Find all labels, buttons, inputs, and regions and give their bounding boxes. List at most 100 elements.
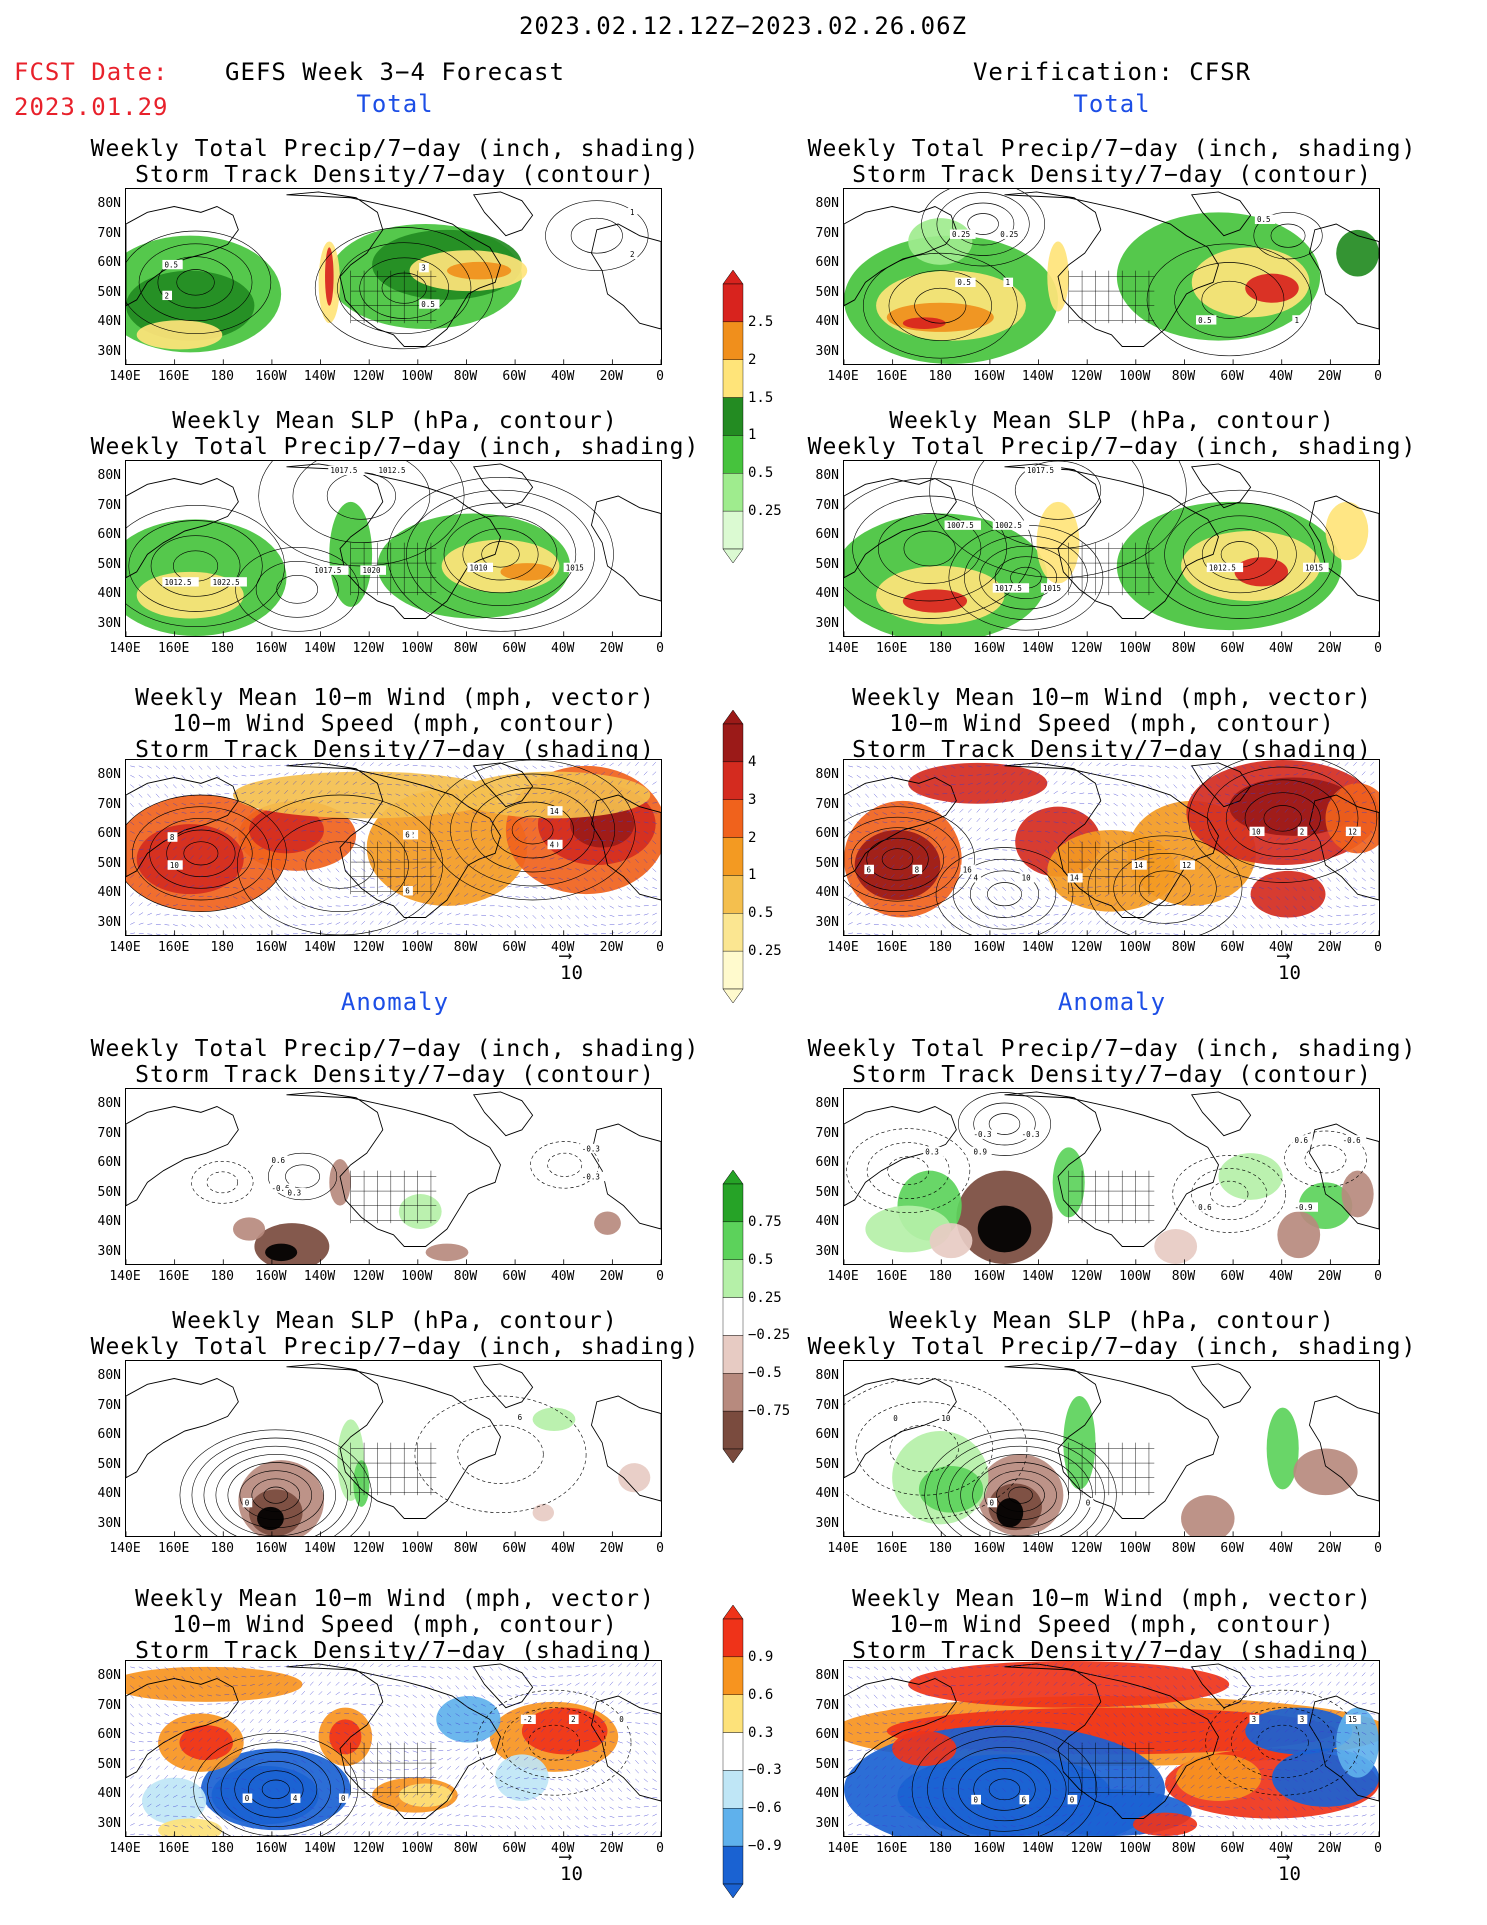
lon-label: 40W [1268, 940, 1293, 955]
lon-label: 140W [303, 369, 336, 384]
lon-label: 120W [1070, 1841, 1102, 1856]
lon-label: 0 [1374, 369, 1382, 384]
lon-label: 140E [109, 1541, 141, 1556]
lon-label: 120W [1070, 1269, 1102, 1284]
contour-label: 2 [568, 1714, 579, 1724]
contour-label: 15 [1345, 1714, 1361, 1724]
contour-label: 6 [403, 830, 413, 840]
colorbar-label: 1 [748, 867, 757, 884]
contour-label: 1015 [563, 562, 590, 572]
lon-label: 60W [1220, 641, 1244, 656]
lon-label: 180 [928, 369, 953, 384]
coastline [590, 1395, 661, 1502]
contour-line [1146, 243, 1312, 357]
contour-line [855, 1401, 994, 1496]
svg-text:1007.5: 1007.5 [947, 521, 974, 530]
colorbar-segment [722, 723, 744, 763]
shading-region [1266, 1407, 1299, 1490]
lat-label: 40N [97, 314, 121, 329]
contour-label: 2 [162, 290, 173, 300]
lon-label: 80W [1171, 641, 1196, 656]
lat-label: 60N [815, 1727, 839, 1742]
coastline [590, 1695, 661, 1802]
lon-label: 60W [1220, 1269, 1244, 1284]
lon-label: 40W [1268, 1541, 1293, 1556]
colorbar-segment [722, 1808, 744, 1847]
lon-label: 140E [827, 641, 859, 656]
lat-label: 40N [815, 586, 839, 601]
contour-line [844, 1378, 1028, 1519]
contour-line [227, 1462, 325, 1529]
lon-label: 20W [1317, 641, 1342, 656]
lon-label: 120W [1070, 1541, 1102, 1556]
lon-label: 160E [875, 1541, 908, 1556]
colorbar-segment [722, 1221, 744, 1260]
contour-line [220, 1751, 331, 1827]
shading-region [1218, 1153, 1283, 1200]
contour-line [359, 257, 450, 319]
lon-label: 20W [599, 1269, 624, 1284]
coastline [286, 1091, 501, 1247]
svg-text:-0.6: -0.6 [272, 1184, 290, 1193]
lon-label: 160W [255, 940, 287, 955]
lat-label: 70N [97, 796, 121, 812]
contour-line [936, 1437, 1105, 1536]
coastline [126, 477, 239, 579]
colorbar-segment [722, 1770, 744, 1809]
svg-text:3: 3 [421, 263, 426, 272]
lon-label: 80W [453, 1841, 478, 1856]
lon-label: 80W [1171, 940, 1196, 955]
lon-label: 120W [1070, 641, 1102, 656]
lat-label: 60N [815, 527, 839, 542]
colorbar-segment [722, 283, 744, 323]
panel-title-line: Storm Track Density/7−day (contour) [852, 1062, 1372, 1088]
svg-text:0: 0 [893, 1414, 898, 1423]
fcst-date-value: 2023.01.29 [14, 93, 169, 121]
contour-line [988, 1778, 1021, 1801]
contour-line [1210, 1180, 1249, 1208]
contour-label: 1012.5 [1206, 562, 1244, 572]
contour-label: -0.6 [1340, 1135, 1367, 1145]
lon-label: 120W [1070, 369, 1102, 384]
lon-label: 140E [827, 369, 859, 384]
svg-text:-0.6: -0.6 [1343, 1135, 1361, 1144]
contour-line [984, 1470, 1057, 1520]
contour-label: 0.9 [971, 1146, 992, 1157]
lat-label: 60N [97, 826, 121, 841]
lon-label: 160E [157, 1269, 190, 1284]
contour-label: 0.5 [1196, 315, 1217, 325]
lat-label: 50N [97, 1456, 121, 1472]
contour-label: -0.3 [579, 1171, 606, 1182]
shading-region [908, 762, 1048, 804]
colorbar-label: −0.5 [748, 1365, 782, 1382]
lon-label: 160E [157, 641, 190, 656]
contour-label: 0 [242, 1497, 253, 1508]
map-f-total-wind: 8642101210146846 [125, 759, 662, 936]
svg-text:4: 4 [293, 1794, 298, 1803]
lat-label: 50N [97, 1184, 121, 1200]
shading-region [425, 1243, 469, 1262]
shading-region [532, 1503, 554, 1522]
lon-label: 0 [656, 940, 664, 955]
lat-label: 80N [815, 1096, 839, 1111]
contour-label: 1015 [1303, 562, 1329, 572]
vector-arrow: ⟶ [560, 1846, 571, 1867]
coastline [472, 463, 534, 509]
coastline [1308, 1395, 1379, 1502]
coastline [590, 794, 661, 901]
colorbar-label: 0.9 [748, 1648, 774, 1665]
contour-label: 0.6 [269, 1155, 290, 1165]
lat-label: 80N [815, 1668, 839, 1683]
lon-label: 20W [1317, 1541, 1342, 1556]
panel-title-line: Weekly Mean SLP (hPa, contour) [889, 1308, 1335, 1334]
panel-title-line: Storm Track Density/7−day (shading) [135, 1638, 655, 1664]
lat-label: 50N [815, 855, 839, 871]
lat-label: 80N [97, 1368, 121, 1383]
lat-label: 80N [97, 767, 121, 782]
colorbar-segment [722, 875, 744, 914]
svg-text:0.6: 0.6 [1294, 1135, 1308, 1144]
panel-title-line: Weekly Mean SLP (hPa, contour) [889, 408, 1335, 434]
coastline [286, 191, 501, 347]
svg-text:4: 4 [973, 873, 978, 882]
contour-label: -0.3 [579, 1143, 606, 1154]
